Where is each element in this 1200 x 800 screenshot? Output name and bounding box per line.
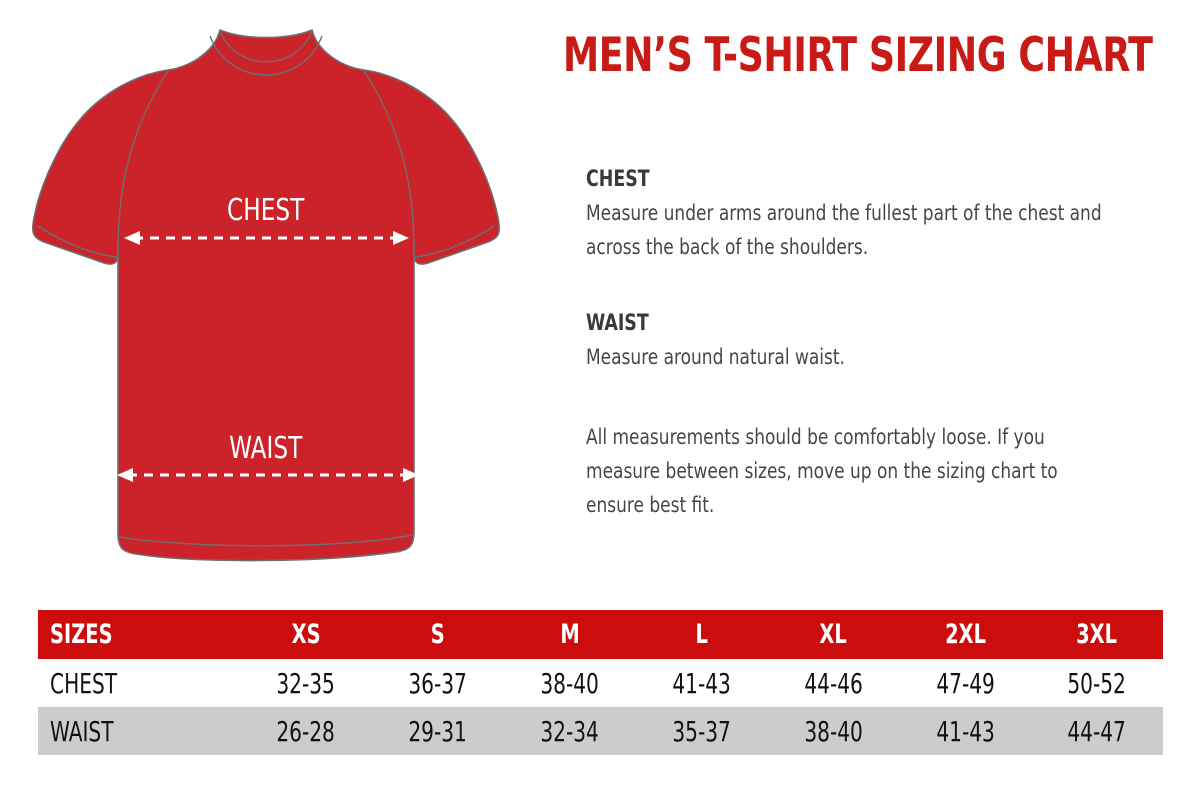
info-panel: MEN’S T-SHIRT SIZING CHART CHEST Measure… [563,20,1163,580]
right-cuff-seam [414,225,495,258]
chest-value-2: 38-40 [503,659,636,707]
waist-info-block: WAIST Measure around natural waist. [586,311,1166,374]
table-row: CHEST 32-35 36-37 38-40 41-43 44-46 47-4… [38,659,1163,707]
sizing-table: SIZES XS S M L XL 2XL 3XL CHEST 32-35 36… [38,610,1163,755]
general-note-block: All measurements should be comfortably l… [586,420,1166,522]
top-section: CHEST WAIST MEN’S T-SHIRT SIZING CHART C… [18,14,1163,584]
chest-value-text-6: 50-52 [1067,666,1127,700]
waist-heading: WAIST [586,311,649,336]
header-cell-sizes: SIZES [38,610,240,659]
chest-value-text-3: 41-43 [672,666,731,700]
chest-value-0: 32-35 [240,659,372,707]
row-label-chest: CHEST [38,659,240,707]
header-size-label-3: L [695,619,708,650]
header-cell-size-2: M [503,610,636,659]
chest-heading: CHEST [586,167,650,192]
waist-row-label: WAIST [50,714,114,748]
waist-measure-arrow [117,468,419,482]
header-sizes-label: SIZES [50,619,113,650]
table-row: WAIST 26-28 29-31 32-34 35-37 38-40 41-4… [38,707,1163,755]
header-size-label-2: M [559,619,580,650]
chest-value-text-0: 32-35 [276,666,336,700]
waist-measure-label: WAIST [229,430,303,465]
sizing-table-body: SIZES XS S M L XL 2XL 3XL CHEST 32-35 36… [38,610,1163,755]
waist-value-1: 29-31 [371,707,504,755]
chest-value-6: 50-52 [1031,659,1163,707]
chest-value-text-5: 47-49 [935,666,995,700]
waist-value-2: 32-34 [503,707,636,755]
left-armhole-seam [117,70,169,251]
page-title: MEN’S T-SHIRT SIZING CHART [563,28,1153,83]
chest-value-4: 44-46 [767,659,900,707]
chest-value-3: 41-43 [635,659,768,707]
chest-info-block: CHEST Measure under arms around the full… [586,167,1166,264]
right-armhole-seam [363,70,415,251]
chest-value-1: 36-37 [371,659,504,707]
header-cell-size-0: XS [240,610,372,659]
hem-seam [118,534,414,547]
shirt-body [31,29,501,562]
waist-description: Measure around natural waist. [586,345,845,370]
header-size-label-1: S [430,619,445,650]
waist-value-3: 35-37 [635,707,768,755]
waist-value-6: 44-47 [1031,707,1163,755]
row-label-waist: WAIST [38,707,240,755]
chest-value-text-1: 36-37 [408,666,468,700]
waist-value-5: 41-43 [899,707,1032,755]
waist-value-text-2: 32-34 [540,714,599,748]
header-cell-size-4: XL [767,610,900,659]
chest-measure-arrow [124,231,409,245]
header-size-label-4: XL [819,619,847,650]
tshirt-illustration: CHEST WAIST [18,14,548,584]
general-note: All measurements should be comfortably l… [586,425,1058,518]
waist-value-4: 38-40 [767,707,900,755]
collar-seam-inner [209,35,323,76]
header-cell-size-1: S [371,610,504,659]
waist-value-text-6: 44-47 [1067,714,1127,748]
chest-row-label: CHEST [50,666,118,700]
chest-value-text-2: 38-40 [540,666,599,700]
chest-description: Measure under arms around the fullest pa… [586,201,1102,260]
collar-seam-outer [219,30,313,63]
header-cell-size-3: L [635,610,768,659]
left-cuff-seam [37,225,118,258]
waist-value-0: 26-28 [240,707,372,755]
header-size-label-6: 3XL [1076,619,1118,650]
table-header-row: SIZES XS S M L XL 2XL 3XL [38,610,1163,659]
waist-value-text-4: 38-40 [804,714,863,748]
waist-value-text-5: 41-43 [935,714,995,748]
waist-value-text-3: 35-37 [672,714,731,748]
waist-value-text-0: 26-28 [276,714,336,748]
chest-value-text-4: 44-46 [804,666,863,700]
header-size-label-0: XS [291,619,321,650]
tshirt-shape [31,29,501,562]
header-size-label-5: 2XL [944,619,986,650]
header-cell-size-5: 2XL [899,610,1032,659]
chest-measure-label: CHEST [227,192,305,227]
chest-value-5: 47-49 [899,659,1032,707]
header-cell-size-6: 3XL [1031,610,1163,659]
waist-value-text-1: 29-31 [408,714,468,748]
